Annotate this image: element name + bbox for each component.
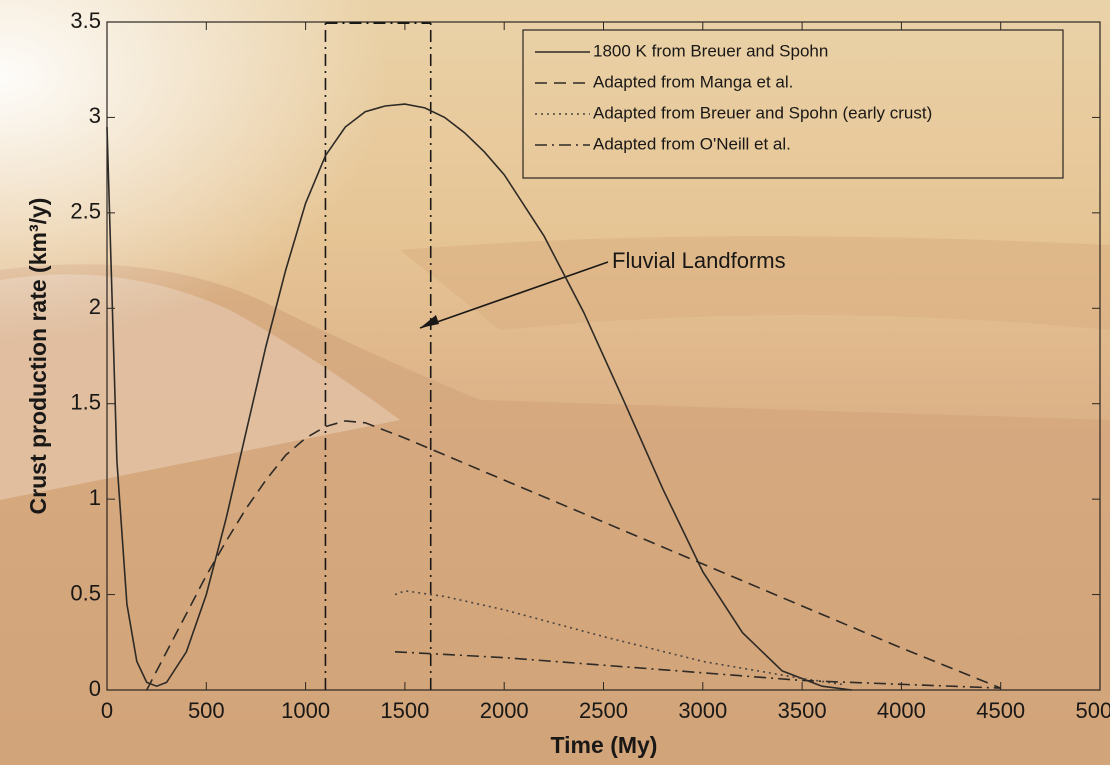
legend-label: Adapted from Breuer and Spohn (early cru… xyxy=(593,103,932,122)
series-line xyxy=(394,589,842,686)
x-tick-label: 2500 xyxy=(579,698,628,723)
x-tick-label: 3000 xyxy=(678,698,727,723)
x-tick-label: 1500 xyxy=(380,698,429,723)
y-tick-label: 0.5 xyxy=(70,580,101,605)
legend: 1800 K from Breuer and Spohn Adapted from… xyxy=(522,29,1064,179)
legend-label: Adapted from Manga et al. xyxy=(593,72,793,91)
x-tick-label: 0 xyxy=(101,698,113,723)
x-tick-label: 3500 xyxy=(778,698,827,723)
y-tick-label: 2 xyxy=(89,294,101,319)
y-tick-label: 2.5 xyxy=(70,199,101,224)
y-tick-label: 1.5 xyxy=(70,390,101,415)
x-tick-label: 2000 xyxy=(480,698,529,723)
series-line xyxy=(106,103,852,691)
x-tick-label: 500 xyxy=(188,698,225,723)
y-tick-label: 3 xyxy=(89,103,101,128)
annotation-arrow xyxy=(419,261,609,329)
y-tick-label: 3.5 xyxy=(70,8,101,33)
series-line xyxy=(394,651,1001,689)
legend-label: 1800 K from Breuer and Spohn xyxy=(593,41,828,60)
legend-box xyxy=(522,29,1064,179)
x-tick-label: 4000 xyxy=(877,698,926,723)
annotation-label: Fluvial Landforms xyxy=(612,248,786,273)
y-tick-label: 1 xyxy=(89,485,101,510)
legend-label: Adapted from O'Neill et al. xyxy=(593,134,791,153)
x-tick-label: 1000 xyxy=(281,698,330,723)
x-axis-title: Time (My) xyxy=(551,732,658,758)
series-line xyxy=(145,420,1001,691)
y-tick-label: 0 xyxy=(89,676,101,701)
y-axis-title: Crust production rate (km³/y) xyxy=(25,198,51,515)
arrow-head xyxy=(420,315,439,328)
x-tick-label: 4500 xyxy=(976,698,1025,723)
